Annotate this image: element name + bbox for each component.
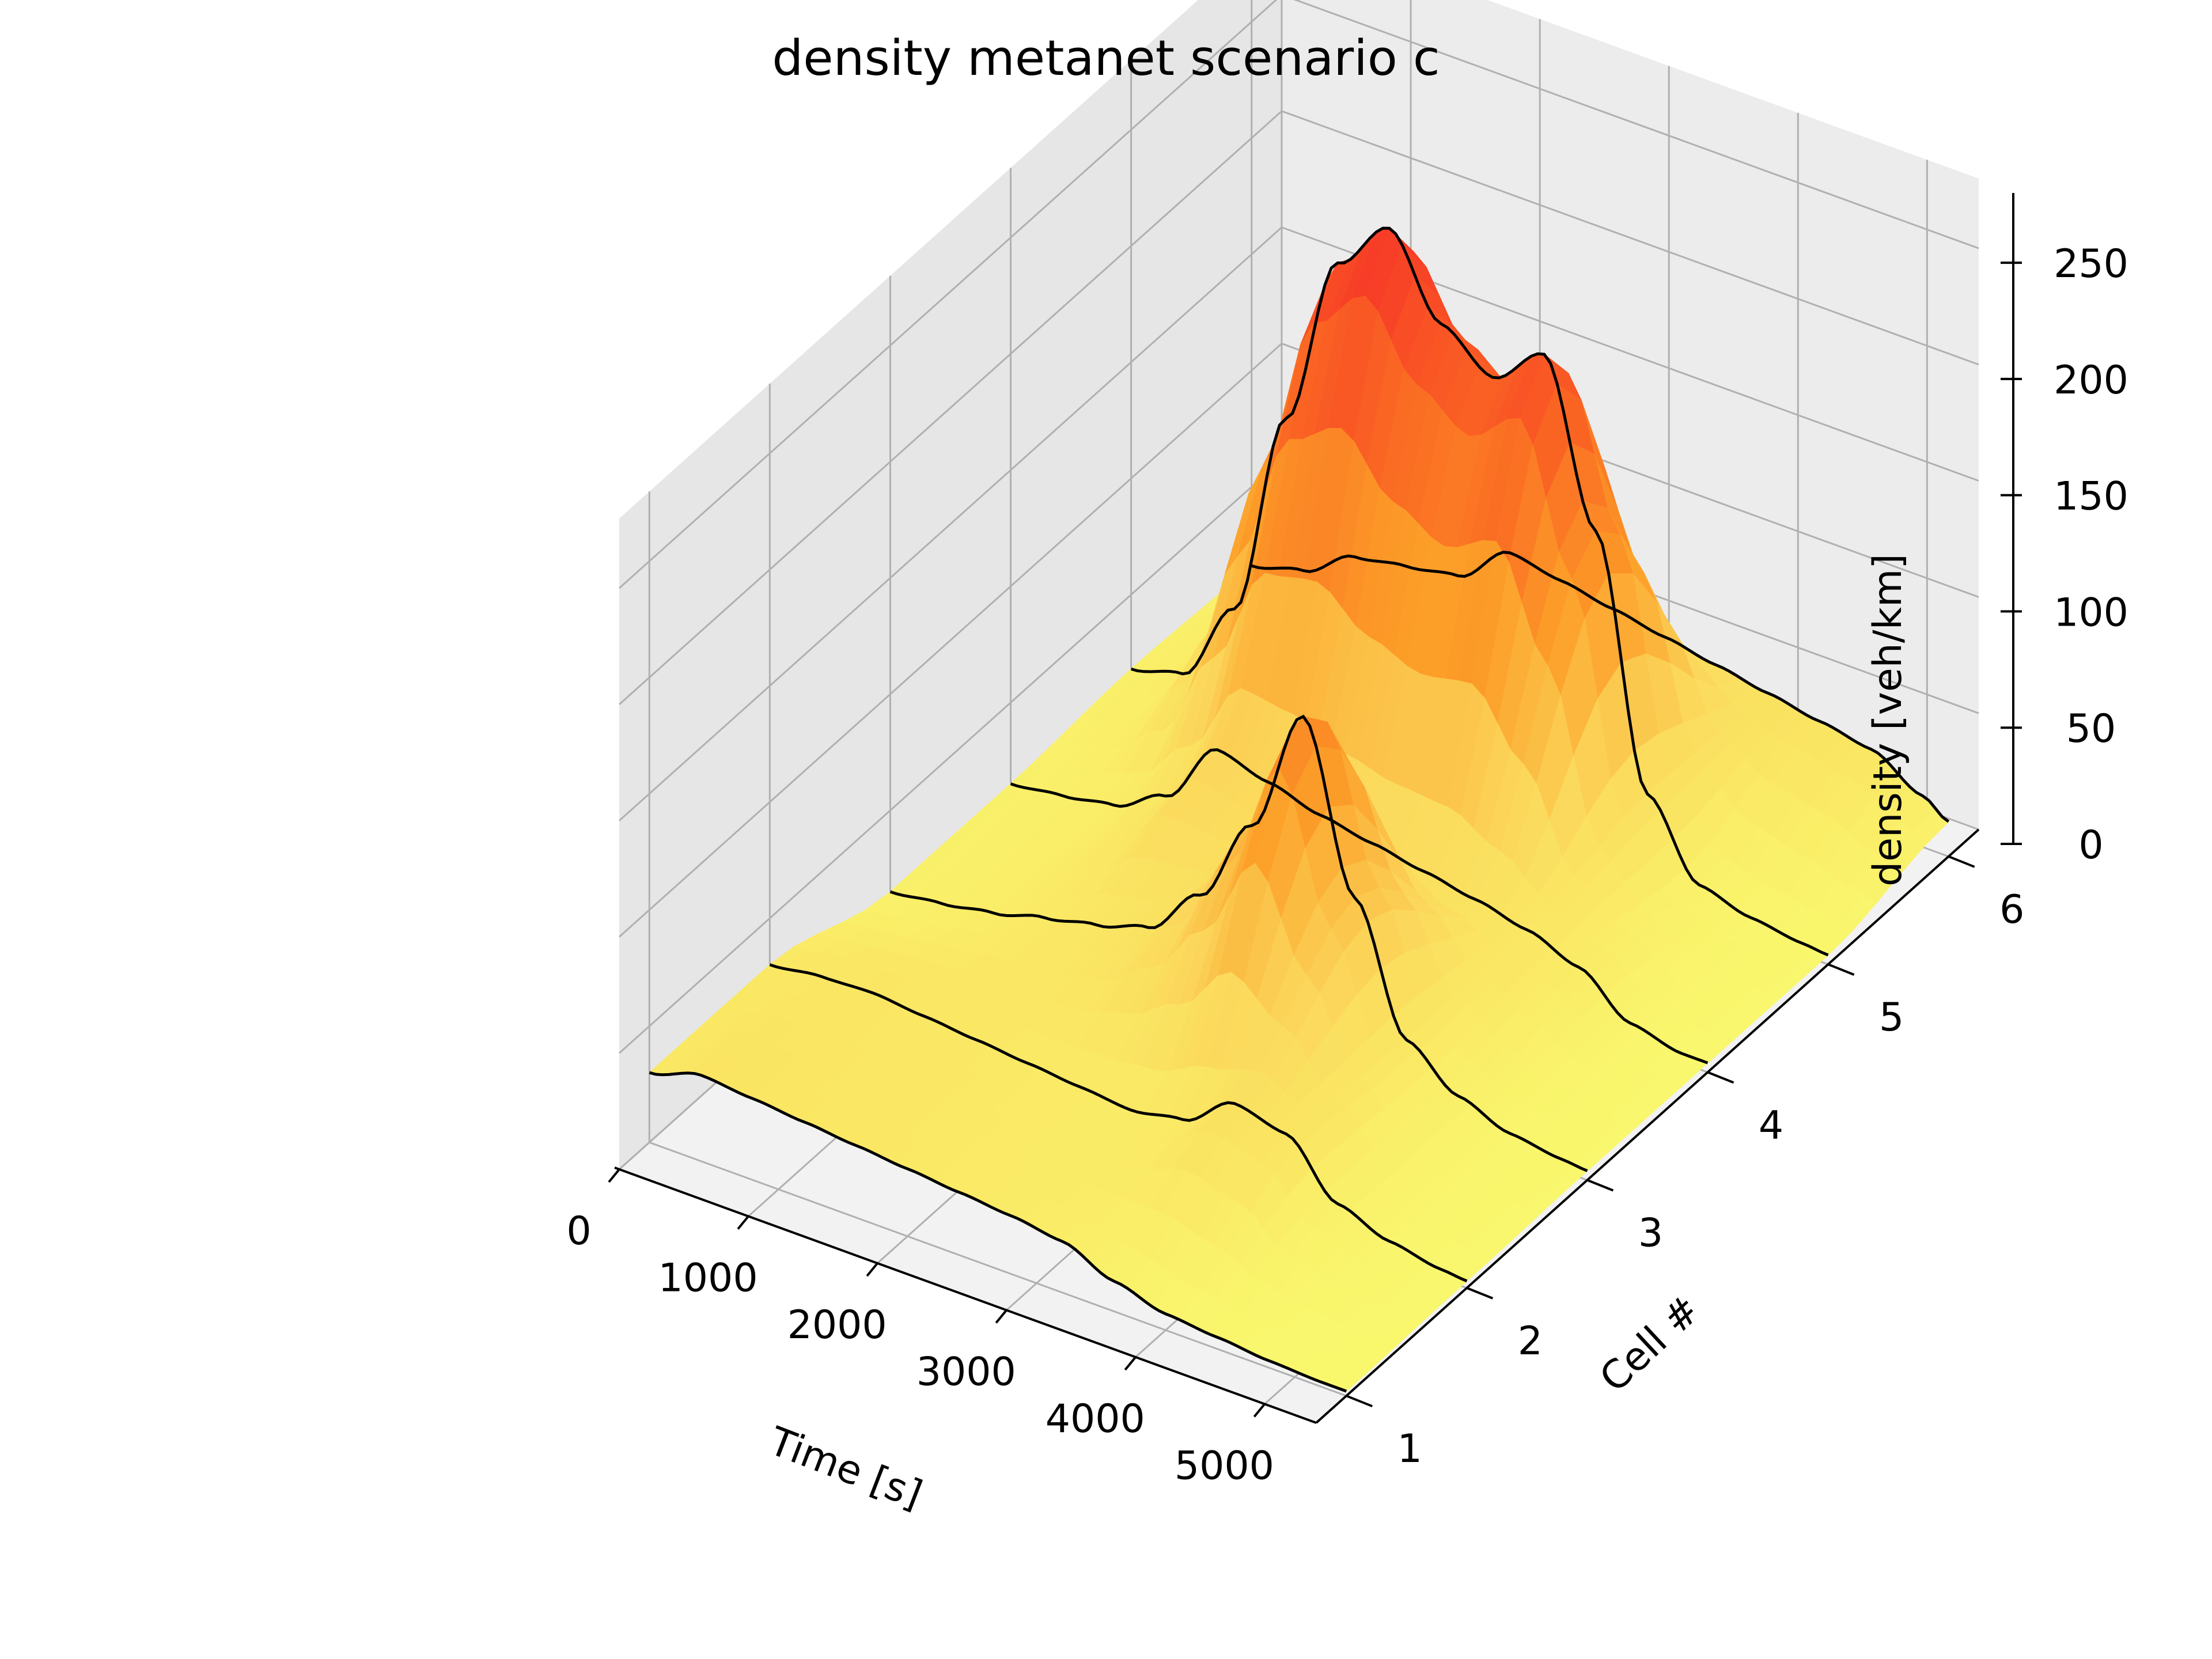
y-tick-label: 2: [1518, 1319, 1543, 1364]
grid-line: [1281, 110, 1979, 366]
x-axis-line: [614, 1166, 1317, 1424]
x-tick-mark: [1124, 1356, 1137, 1371]
grid-line: [618, 226, 1283, 821]
x-tick-label: 5000: [1175, 1443, 1274, 1488]
y-tick-label: 3: [1638, 1211, 1663, 1256]
y-tick-label: 1: [1397, 1426, 1422, 1472]
y-tick-label: 6: [1999, 887, 2024, 933]
y-tick-label: 5: [1879, 995, 1904, 1040]
series-line-cell-1: [649, 1071, 1347, 1393]
x-tick-label: 0: [566, 1209, 591, 1254]
x-tick-label: 4000: [1046, 1396, 1145, 1442]
x-tick-mark: [737, 1215, 749, 1230]
y-tick-mark: [1827, 963, 1855, 976]
density-surface: [648, 227, 1949, 1392]
series-line-cell-3: [889, 714, 1588, 1172]
y-tick-mark: [1948, 855, 1975, 868]
grid-line: [1293, 0, 1979, 249]
x-tick-label: 2000: [787, 1302, 887, 1348]
x-tick-mark: [1253, 1403, 1266, 1418]
x-tick-mark: [995, 1309, 1007, 1324]
series-line-cell-5: [1130, 226, 1829, 957]
z-tick-label: 50: [2066, 706, 2116, 752]
grid-line: [649, 1141, 1347, 1397]
series-line-cell-2: [769, 963, 1468, 1283]
y-tick-mark: [1586, 1179, 1614, 1192]
grid-line: [618, 459, 1283, 1054]
series-line-cell-4: [1010, 748, 1709, 1065]
z-axis-label: density [veh/km]: [1865, 554, 1911, 887]
x-axis-label: Time [s]: [763, 1418, 928, 1518]
grid-line: [618, 0, 1278, 589]
y-tick-label: 4: [1759, 1103, 1783, 1148]
x-tick-label: 3000: [916, 1349, 1016, 1395]
grid-line: [618, 110, 1283, 705]
chart-title: density metanet scenario c: [772, 30, 1440, 87]
y-tick-mark: [1707, 1071, 1734, 1084]
y-axis-line: [1315, 828, 1980, 1424]
x-tick-label: 1000: [658, 1255, 758, 1301]
series-line-cell-6: [1251, 551, 1950, 823]
z-tick-label: 150: [2054, 474, 2128, 520]
left-pane: [619, 0, 1282, 1169]
y-tick-mark: [1466, 1287, 1494, 1300]
series-curves: [649, 226, 1950, 1393]
y-tick-mark: [1346, 1395, 1373, 1408]
x-tick-mark: [866, 1262, 878, 1277]
grid-line: [618, 343, 1283, 938]
z-tick-label: 100: [2054, 590, 2128, 635]
z-tick-label: 250: [2054, 241, 2128, 287]
axes: 0 1000 2000 3000 4000 5000 1 2 3 4 5 6 0 50 100 150 200 2…: [566, 193, 2128, 1488]
z-tick-label: 200: [2054, 358, 2128, 403]
z-tick-label: 0: [2078, 823, 2103, 868]
x-tick-mark: [608, 1168, 620, 1183]
y-axis-label: Cell #: [1591, 1287, 1709, 1402]
